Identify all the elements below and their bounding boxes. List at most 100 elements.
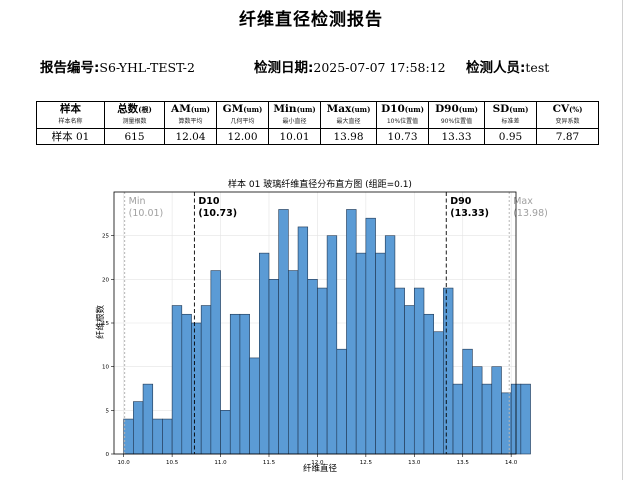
report-number: 报告编号:S6-YHL-TEST-2 xyxy=(40,56,195,76)
x-tick-label: 10.0 xyxy=(118,460,131,466)
report-number-label: 报告编号: xyxy=(40,60,100,76)
histogram-bar xyxy=(210,270,221,455)
histogram-bar xyxy=(491,366,502,455)
histogram-bar xyxy=(239,313,250,455)
header-max: Max(um) 最大直径 xyxy=(320,101,377,129)
marker-label-min: Min xyxy=(129,196,146,207)
x-axis-label: 纤维直径 xyxy=(303,463,338,474)
cell-max: 13.98 xyxy=(320,128,377,145)
y-tick-label: 15 xyxy=(102,321,109,327)
x-tick-label: 14.0 xyxy=(505,460,518,466)
x-tick-label: 12.5 xyxy=(360,460,373,466)
histogram-bar xyxy=(394,287,405,455)
header-min: Min(um) 最小直径 xyxy=(268,101,321,129)
x-tick-label: 10.5 xyxy=(166,460,179,466)
inspector: 检测人员:test xyxy=(466,56,549,76)
histogram-bar xyxy=(336,348,347,455)
histogram-bar xyxy=(404,305,415,455)
y-tick-label: 10 xyxy=(102,365,109,371)
y-tick-label: 25 xyxy=(102,234,109,240)
histogram-bar xyxy=(191,322,202,455)
test-date-value: 2025-07-07 17:58:12 xyxy=(313,60,446,75)
cell-min: 10.01 xyxy=(268,128,321,145)
y-axis-label: 纤维根数 xyxy=(95,305,106,340)
histogram-bar xyxy=(278,209,289,455)
header-d90: D90(um) 90%位置值 xyxy=(428,101,485,129)
histogram-bar xyxy=(326,235,338,455)
histogram-bar xyxy=(268,279,279,455)
marker-label-max: Max xyxy=(513,196,533,207)
marker-label-d90: D90 xyxy=(450,196,471,207)
marker-value-d10: (10.73) xyxy=(198,208,237,219)
histogram-bar xyxy=(375,252,386,455)
marker-label-d10: D10 xyxy=(198,196,219,207)
stats-data-row: 样本 01 615 12.04 12.00 10.01 13.98 10.73 … xyxy=(36,128,599,145)
histogram-bar xyxy=(443,287,454,455)
header-count: 总数(根) 测量根数 xyxy=(104,101,165,129)
report-title: 纤维直径检测报告 xyxy=(239,10,383,30)
chart-title: 样本 01 玻璃纤维直径分布直方图 (组距=0.1) xyxy=(228,178,412,190)
inspector-value: test xyxy=(525,60,550,75)
x-tick-label: 13.5 xyxy=(457,460,470,466)
histogram-bar xyxy=(142,383,154,455)
x-tick-label: 12.0 xyxy=(311,460,324,466)
histogram-bar xyxy=(317,287,328,455)
x-tick-label: 11.5 xyxy=(263,460,276,466)
chart-bars xyxy=(123,209,531,455)
test-date: 检测日期:2025-07-07 17:58:12 xyxy=(254,56,446,76)
header-sample: 样本 样本名称 xyxy=(36,101,105,129)
header-sd: SD(um) 标准差 xyxy=(484,101,537,129)
histogram-bar xyxy=(249,357,260,455)
report-page: 纤维直径检测报告 报告编号:S6-YHL-TEST-2 检测日期:2025-07… xyxy=(36,0,623,480)
report-number-value: S6-YHL-TEST-2 xyxy=(99,60,195,75)
header-d10: D10(um) 10%位置值 xyxy=(376,101,429,129)
histogram-bar xyxy=(481,383,493,455)
histogram-bar xyxy=(162,418,173,455)
histogram-bar xyxy=(259,252,270,455)
stats-table: 样本 样本名称 总数(根) 测量根数 AM(um) 算数平均 GM(um) 几何平均 M… xyxy=(36,101,599,145)
histogram-bar xyxy=(355,252,367,455)
histogram-bar xyxy=(433,331,444,455)
inspector-label: 检测人员: xyxy=(466,60,526,76)
histogram-bar xyxy=(346,209,357,455)
header-cv: CV(%) 变异系数 xyxy=(536,101,599,129)
y-axis-ticks: 0 5 10 15 20 25 xyxy=(102,234,114,458)
histogram-chart: 样本 01 玻璃纤维直径分布直方图 (组距=0.1) Min(10.01) D10… xyxy=(95,178,548,474)
histogram-bar xyxy=(413,287,425,455)
header-gm: GM(um) 几何平均 xyxy=(216,101,269,129)
histogram-bar xyxy=(152,418,163,455)
histogram-bar xyxy=(520,383,531,455)
histogram-bar xyxy=(133,401,144,455)
y-tick-label: 5 xyxy=(106,408,110,414)
histogram-bar xyxy=(423,313,434,455)
cell-gm: 12.00 xyxy=(216,128,269,145)
cell-sample: 样本 01 xyxy=(36,128,105,145)
histogram-bar xyxy=(472,366,483,455)
cell-d10: 10.73 xyxy=(376,128,429,145)
test-date-label: 检测日期: xyxy=(254,60,314,76)
x-tick-label: 13.0 xyxy=(408,460,421,466)
cell-count: 615 xyxy=(104,128,165,145)
x-axis-ticks: 10.0 10.5 11.0 11.5 12.0 12.5 13.0 13.5 14.0 xyxy=(118,454,518,466)
histogram-bar xyxy=(452,383,464,455)
histogram-bar xyxy=(229,313,241,455)
marker-value-min: (10.01) xyxy=(129,208,164,219)
histogram-bar xyxy=(384,235,396,455)
cell-d90: 13.33 xyxy=(428,128,485,145)
y-tick-label: 0 xyxy=(106,452,110,458)
stats-header-row: 样本 样本名称 总数(根) 测量根数 AM(um) 算数平均 GM(um) 几何平均 M… xyxy=(36,101,599,129)
cell-cv: 7.87 xyxy=(536,128,599,145)
cell-am: 12.04 xyxy=(164,128,217,145)
marker-value-d90: (13.33) xyxy=(450,208,489,219)
histogram-bar xyxy=(297,226,309,455)
histogram-bar xyxy=(200,305,212,455)
histogram-bar xyxy=(307,279,318,455)
histogram-bar xyxy=(181,313,192,455)
histogram-bar xyxy=(288,270,299,455)
histogram-bar xyxy=(171,305,183,455)
histogram-bar xyxy=(462,348,473,455)
chart-markers: Min(10.01) D10(10.73) D90(13.33) Max(13.98) xyxy=(124,192,548,454)
cell-sd: 0.95 xyxy=(484,128,537,145)
y-tick-label: 20 xyxy=(102,277,109,283)
histogram-bar xyxy=(365,217,376,455)
